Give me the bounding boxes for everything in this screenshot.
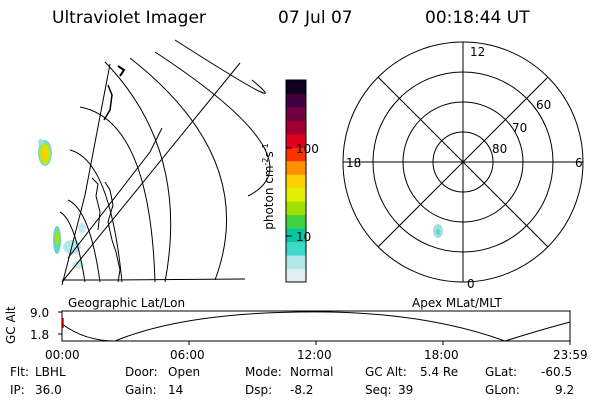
alt-ytick-1-8: 1.8 — [30, 328, 50, 342]
dsp-label: Dsp: — [245, 383, 273, 397]
time-tick-1800: 18:00 — [424, 348, 459, 362]
dsp-value: -8.2 — [290, 383, 314, 397]
colorbar-segment — [286, 214, 306, 229]
colorbar-tick-100: 100 — [296, 142, 319, 156]
mlt-label-6: 6 — [575, 156, 583, 170]
glat-label: GLat: — [485, 365, 518, 379]
colorbar-segment — [286, 201, 306, 216]
alt-ytick-9: 9.0 — [30, 306, 50, 320]
time-tick-2359: 23:59 — [553, 348, 588, 362]
time-tick-0600: 06:00 — [170, 348, 205, 362]
colorbar-ticks — [286, 147, 292, 237]
mlat-label-70: 70 — [512, 121, 528, 135]
altitude-plot — [58, 310, 571, 345]
filter-label: Flt: — [10, 365, 29, 379]
instrument-title: Ultraviolet Imager — [52, 8, 206, 28]
mode-label: Mode: — [245, 365, 282, 379]
colorbar-frame — [285, 79, 307, 283]
seq-label: Seq: — [365, 383, 392, 397]
time-tick-0000: 00:00 — [45, 348, 80, 362]
glat-value: -60.5 — [541, 365, 573, 379]
colorbar-segment — [286, 133, 306, 148]
colorbar-segment — [286, 268, 306, 283]
mlt-label-12: 12 — [470, 45, 486, 59]
colorbar-segment — [286, 93, 306, 108]
colorbar-label: photon cm-2s-1 — [260, 143, 276, 230]
door-label: Door: — [125, 365, 158, 379]
colorbar-segment — [286, 80, 306, 94]
geographic-panel-label: Geographic Lat/Lon — [68, 296, 186, 310]
colorbar-segment — [286, 147, 306, 162]
filter-value: LBHL — [35, 365, 66, 379]
colorbar-segment — [286, 174, 306, 189]
alt-ylabel: GC Alt — [4, 306, 18, 344]
polar-plot — [342, 41, 584, 283]
colorbar-segment — [286, 160, 306, 175]
colorbar-segment — [286, 255, 306, 270]
gain-value: 14 — [168, 383, 184, 397]
colorbar-segment — [286, 228, 306, 243]
gc-alt-label: GC Alt: — [365, 365, 407, 379]
mode-value: Normal — [290, 365, 334, 379]
geographic-map — [38, 39, 271, 286]
time-label: 00:18:44 UT — [425, 8, 530, 28]
mlat-label-60: 60 — [536, 98, 552, 112]
gain-label: Gain: — [125, 383, 157, 397]
colorbar-tick-10: 10 — [296, 230, 312, 244]
ip-label: IP: — [10, 383, 25, 397]
glon-label: GLon: — [485, 383, 520, 397]
colorbar — [285, 79, 307, 283]
aurora-emission-polar — [433, 224, 443, 238]
door-value: Open — [168, 365, 201, 379]
apex-panel-label: Apex MLat/MLT — [412, 296, 502, 310]
mlat-label-80: 80 — [492, 142, 508, 156]
mlt-label-18: 18 — [346, 156, 362, 170]
seq-value: 39 — [398, 383, 414, 397]
colorbar-segment — [286, 106, 306, 121]
colorbar-segment — [286, 241, 306, 256]
time-tick-1200: 12:00 — [297, 348, 332, 362]
ip-value: 36.0 — [35, 383, 62, 397]
gc-alt-value: 5.4 Re — [420, 365, 459, 379]
glon-value: 9.2 — [555, 383, 575, 397]
mlt-label-0: 0 — [467, 277, 475, 291]
colorbar-segment — [286, 187, 306, 202]
date-label: 07 Jul 07 — [278, 8, 353, 28]
colorbar-segment — [286, 120, 306, 135]
